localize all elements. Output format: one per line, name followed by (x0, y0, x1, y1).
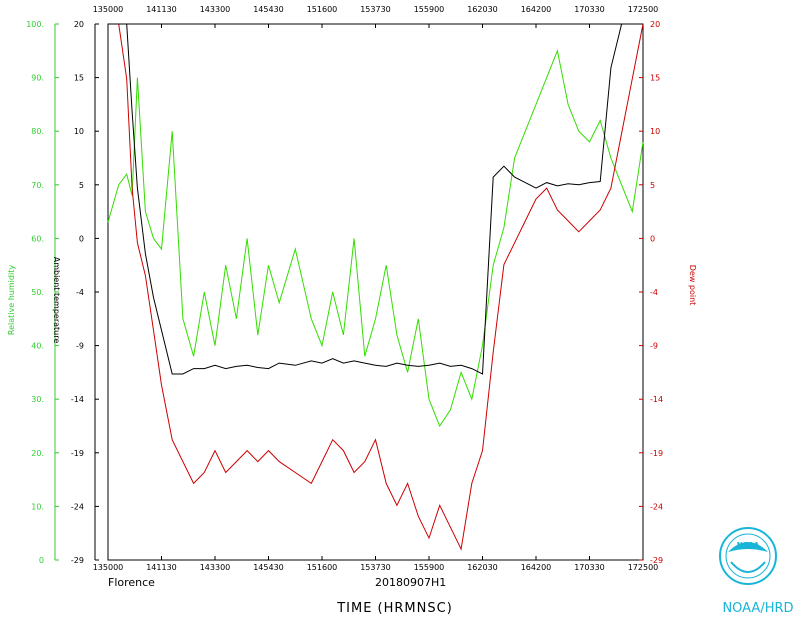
plot-frame (107, 23, 644, 561)
x-tick-label: 141130 (146, 5, 177, 14)
y-tick-label: 90. (31, 74, 44, 83)
x-tick-label: 155900 (414, 5, 445, 14)
y-tick-label: 50. (31, 288, 44, 297)
dewpoint-tick-labels: -29 -24 -19 -14 -9 -4 0 5 10 15 20 (639, 20, 663, 565)
y-tick-label: 0 (39, 556, 44, 565)
y-tick-label: 40. (31, 342, 44, 351)
y-tick-label: -14 (71, 395, 84, 404)
x-tick-label: 153730 (360, 563, 391, 572)
x-tick-label: 151600 (307, 563, 338, 572)
x-tick-label: 135000 (93, 5, 124, 14)
y-tick-label: 0 (79, 234, 84, 243)
y-tick-label: 70. (31, 181, 44, 190)
x-tick-label: 135000 (93, 563, 124, 572)
y-tick-label: 20 (650, 20, 660, 29)
y-tick-label: 100. (26, 20, 44, 29)
x-tick-label: 143300 (200, 5, 231, 14)
x-tick-label: 153730 (360, 5, 391, 14)
x-tick-label: 143300 (200, 563, 231, 572)
y-tick-label: -19 (650, 449, 663, 458)
rh-tick-labels: 0 10. 20. 30. 40. 50. 60. 70. 80. 90. 100. (26, 20, 59, 565)
x-tick-label: 164200 (521, 563, 552, 572)
x-tick-label: 162030 (467, 563, 498, 572)
x-tick-label: 145430 (253, 563, 284, 572)
y-tick-label: 10. (31, 502, 44, 511)
storm-name: Florence (108, 576, 155, 589)
x-tick-label: 172500 (628, 563, 659, 572)
y-tick-label: -29 (650, 556, 663, 565)
y-tick-label: -19 (71, 449, 84, 458)
x-tick-label: 164200 (521, 5, 552, 14)
x-axis-title: TIME (HRMNSC) (336, 601, 453, 616)
series-line-ambient-temperature (108, 23, 643, 375)
x-tick-labels-bottom: 135000 141130 143300 145430 151600 153730 1559… (93, 556, 659, 572)
noaa-logo-text: NOAA (737, 541, 760, 549)
x-tick-label: 151600 (307, 5, 338, 14)
y-tick-label: 10 (74, 127, 84, 136)
x-tick-label: 155900 (414, 563, 445, 572)
y-tick-label: 5 (79, 181, 84, 190)
x-tick-label: 145430 (253, 5, 284, 14)
noaa-hrd-footer: NOAA/HRD (722, 601, 793, 616)
rh-axis-title: Relative humidity (7, 265, 16, 335)
y-tick-label: -14 (650, 395, 663, 404)
y-tick-label: 20. (31, 449, 44, 458)
temp-axis-title: Ambient temperature (52, 257, 61, 344)
y-tick-label: -29 (71, 556, 84, 565)
y-tick-label: 60. (31, 234, 44, 243)
series-line-dew-point (108, 23, 644, 551)
x-tick-label: 170330 (574, 5, 605, 14)
dewpoint-axis-title: Dew point (688, 265, 697, 306)
x-tick-label: 170330 (574, 563, 605, 572)
y-tick-label: -9 (650, 342, 658, 351)
y-tick-label: 5 (650, 181, 655, 190)
y-tick-label: -9 (76, 342, 84, 351)
flight-id: 20180907H1 (375, 576, 446, 589)
y-tick-label: -24 (71, 502, 84, 511)
x-tick-label: 162030 (467, 5, 498, 14)
y-tick-label: -4 (650, 288, 658, 297)
y-tick-label: 15 (650, 74, 660, 83)
y-tick-label: -4 (76, 288, 84, 297)
y-tick-label: 80. (31, 127, 44, 136)
y-tick-label: 10 (650, 127, 660, 136)
y-tick-label: 30. (31, 395, 44, 404)
y-tick-label: 20 (74, 20, 84, 29)
y-tick-label: 0 (650, 234, 655, 243)
x-tick-labels-top: 135000 141130 143300 145430 151600 153730 1559… (93, 5, 659, 28)
x-tick-label: 141130 (146, 563, 177, 572)
noaa-logo: NOAA (719, 527, 777, 585)
x-tick-label: 172500 (628, 5, 659, 14)
temp-tick-labels: -29 -24 -19 -14 -9 -4 0 5 10 15 20 (71, 20, 99, 565)
series-line-relative-humidity (107, 49, 644, 428)
y-tick-label: 15 (74, 74, 84, 83)
y-tick-label: -24 (650, 502, 663, 511)
